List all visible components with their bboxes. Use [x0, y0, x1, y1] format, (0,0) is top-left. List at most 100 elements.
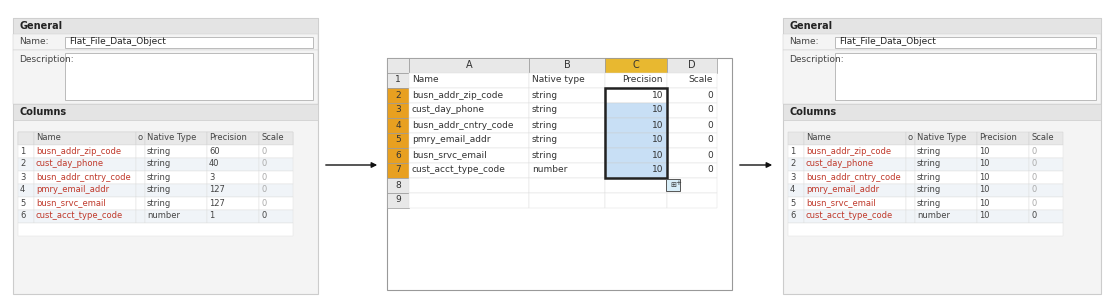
Text: 10: 10: [979, 212, 989, 220]
Bar: [977, 210, 1029, 223]
Text: 0: 0: [1031, 147, 1036, 156]
Bar: [606, 88, 667, 178]
Text: string: string: [917, 160, 942, 168]
Bar: [409, 88, 529, 103]
Text: cust_day_phone: cust_day_phone: [413, 105, 485, 115]
Bar: [606, 118, 667, 133]
Text: 10: 10: [651, 165, 663, 174]
Bar: [387, 58, 732, 290]
Text: 9: 9: [395, 195, 400, 205]
Bar: [977, 158, 1029, 171]
Bar: [529, 103, 606, 118]
Text: A: A: [466, 60, 472, 70]
Bar: [136, 145, 145, 158]
Bar: [977, 197, 1029, 210]
Bar: [804, 210, 906, 223]
Text: 0: 0: [708, 165, 713, 174]
Text: busn_srvc_email: busn_srvc_email: [413, 150, 487, 160]
Text: 0: 0: [708, 120, 713, 130]
Text: 0: 0: [261, 185, 266, 195]
Bar: [667, 58, 718, 73]
Text: 60: 60: [208, 147, 220, 156]
Bar: [804, 132, 906, 145]
Bar: [529, 148, 606, 163]
Bar: [804, 184, 906, 197]
Text: busn_addr_zip_code: busn_addr_zip_code: [413, 91, 503, 99]
Text: 6: 6: [20, 212, 26, 220]
Bar: [387, 163, 409, 178]
Bar: [788, 210, 804, 223]
Text: 10: 10: [651, 120, 663, 130]
Bar: [835, 53, 1096, 100]
Bar: [529, 133, 606, 148]
Text: 10: 10: [979, 199, 989, 208]
Bar: [667, 179, 680, 191]
Text: D: D: [689, 60, 695, 70]
Text: busn_addr_zip_code: busn_addr_zip_code: [806, 147, 892, 156]
Text: busn_srvc_email: busn_srvc_email: [35, 199, 105, 208]
Text: 4: 4: [395, 120, 400, 130]
Bar: [207, 171, 260, 184]
Bar: [409, 148, 529, 163]
Bar: [783, 18, 1101, 34]
Text: Native Type: Native Type: [147, 133, 196, 143]
Bar: [1029, 132, 1064, 145]
Text: 0: 0: [708, 91, 713, 99]
Text: 10: 10: [979, 185, 989, 195]
Bar: [260, 132, 293, 145]
Bar: [34, 184, 136, 197]
Text: cust_day_phone: cust_day_phone: [806, 160, 874, 168]
Bar: [13, 104, 318, 120]
Bar: [606, 73, 667, 88]
Text: 0: 0: [1031, 199, 1036, 208]
Bar: [207, 210, 260, 223]
Text: 2: 2: [395, 91, 400, 99]
Text: 2: 2: [790, 160, 795, 168]
Text: 6: 6: [395, 150, 400, 160]
Text: 8: 8: [395, 181, 400, 189]
Text: number: number: [147, 212, 180, 220]
Bar: [409, 58, 529, 73]
Bar: [906, 145, 915, 158]
Bar: [18, 158, 34, 171]
Bar: [18, 184, 34, 197]
Text: 0: 0: [708, 150, 713, 160]
Bar: [606, 163, 667, 178]
Text: string: string: [917, 172, 942, 181]
Bar: [667, 103, 718, 118]
Bar: [145, 158, 207, 171]
Bar: [387, 178, 409, 193]
Text: 10: 10: [651, 136, 663, 144]
Bar: [145, 197, 207, 210]
Bar: [606, 88, 667, 103]
Bar: [804, 145, 906, 158]
Text: 3: 3: [790, 172, 795, 181]
Text: cust_acct_type_code: cust_acct_type_code: [413, 165, 506, 174]
Text: 2: 2: [20, 160, 26, 168]
Text: 3: 3: [395, 105, 400, 115]
Bar: [977, 145, 1029, 158]
Bar: [18, 171, 34, 184]
Bar: [783, 18, 1101, 294]
Text: 10: 10: [979, 147, 989, 156]
Bar: [1029, 184, 1064, 197]
Text: string: string: [147, 199, 171, 208]
Text: cust_acct_type_code: cust_acct_type_code: [35, 212, 123, 220]
Bar: [207, 184, 260, 197]
Text: pmry_email_addr: pmry_email_addr: [35, 185, 109, 195]
Bar: [1029, 197, 1064, 210]
Text: 0: 0: [261, 199, 266, 208]
Text: Name: Name: [413, 75, 439, 85]
Bar: [915, 171, 977, 184]
Text: Name: Name: [806, 133, 831, 143]
Bar: [207, 145, 260, 158]
Bar: [65, 37, 313, 48]
Text: Precision: Precision: [208, 133, 247, 143]
Text: Native type: Native type: [532, 75, 584, 85]
Text: 127: 127: [208, 199, 225, 208]
Text: Scale: Scale: [689, 75, 713, 85]
Bar: [13, 50, 318, 104]
Text: 0: 0: [1031, 185, 1036, 195]
Text: 5: 5: [395, 136, 400, 144]
Bar: [18, 223, 293, 236]
